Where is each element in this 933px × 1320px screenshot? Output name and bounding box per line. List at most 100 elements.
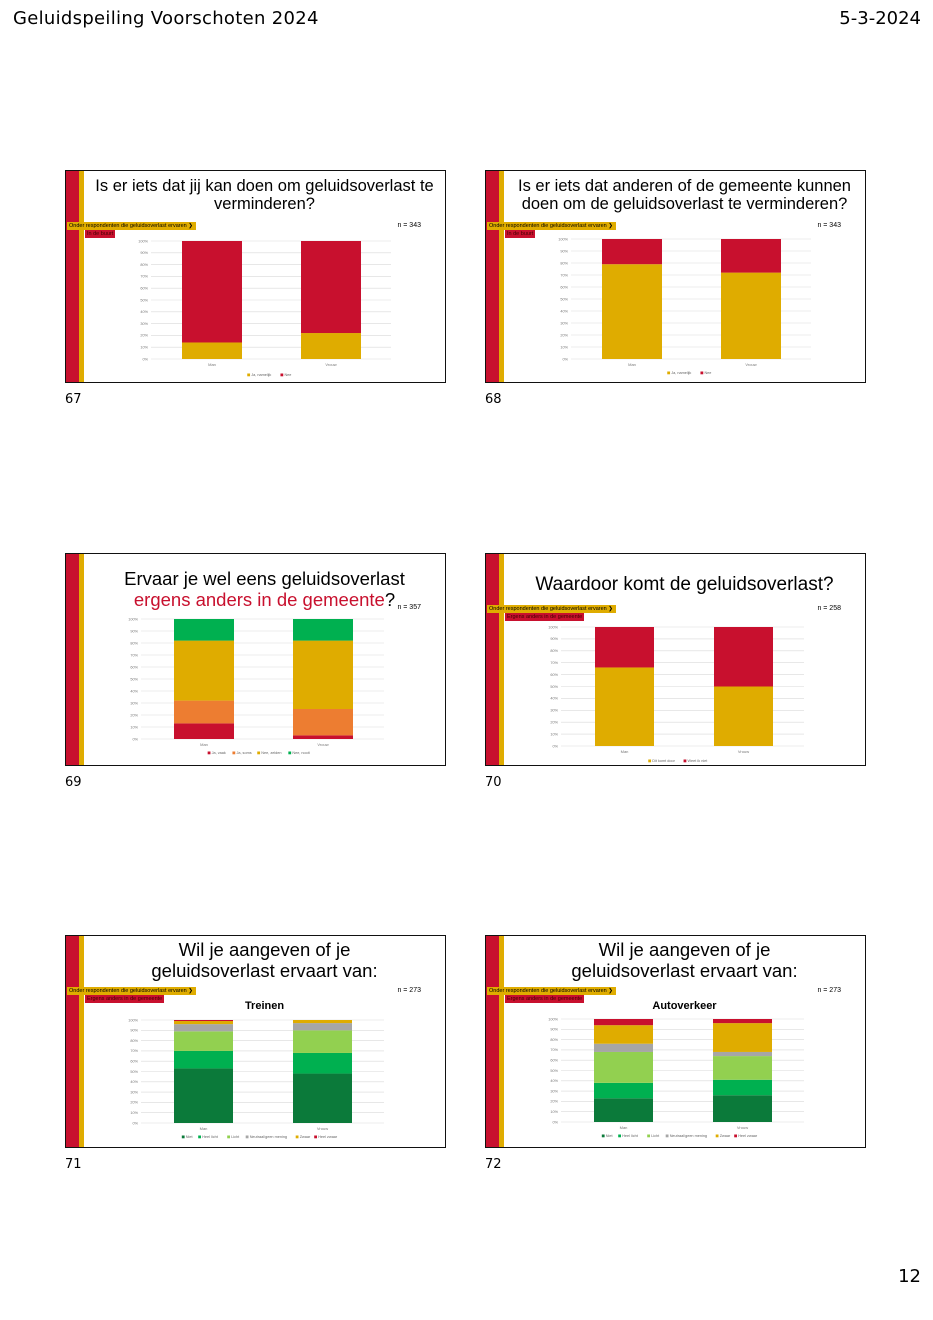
y-tick-label: 30% [130, 1090, 138, 1094]
x-category-label: Vrouw [325, 362, 336, 367]
y-tick-label: 20% [550, 721, 558, 725]
legend-swatch [181, 1135, 185, 1139]
y-tick-label: 50% [550, 1069, 558, 1073]
y-tick-label: 20% [130, 1101, 138, 1105]
y-tick-label: 50% [130, 677, 138, 681]
y-tick-label: 100% [128, 617, 138, 621]
y-tick-label: 60% [560, 285, 568, 289]
yellow-stripe [79, 936, 84, 1147]
legend-label: Niet [606, 1134, 614, 1138]
y-tick-label: 100% [548, 1017, 558, 1021]
title-line: ergens anders in de gemeente? [84, 588, 445, 611]
y-tick-label: 10% [130, 725, 138, 729]
legend-label: Heel licht [622, 1134, 639, 1138]
y-tick-label: 50% [130, 1070, 138, 1074]
legend-swatch [227, 1135, 230, 1139]
title-line: Waardoor komt de geluidsoverlast? [504, 574, 865, 595]
legend-label: Heel zwaar [318, 1135, 338, 1139]
legend-swatch [288, 751, 292, 755]
legend-swatch [601, 1134, 605, 1138]
bar-segment-vrouw-1 [721, 239, 781, 273]
title-line: geluidsoverlast ervaart van: [84, 960, 445, 982]
bar-segment-man-1 [174, 700, 234, 724]
chart-subtitle: Treinen [244, 1000, 285, 1012]
y-tick-label: 80% [550, 649, 558, 653]
yellow-stripe [79, 171, 84, 382]
bar-segment-man-0 [594, 1098, 653, 1122]
bar-segment-vrouw-1 [714, 627, 773, 687]
bar-segment-man-5 [174, 1020, 233, 1022]
legend-swatch [618, 1134, 621, 1138]
title-line: verminderen? [84, 195, 445, 213]
sample-size: n = 343 [397, 222, 421, 229]
y-tick-label: 100% [128, 1018, 138, 1022]
bar-segment-vrouw-2 [713, 1056, 772, 1080]
bar-segment-man-4 [174, 1021, 233, 1025]
y-tick-label: 10% [560, 345, 568, 349]
title-line-text: Is er iets dat anderen of de gemeente ku… [518, 177, 851, 195]
y-tick-label: 20% [130, 713, 138, 717]
bar-segment-vrouw-3 [713, 1051, 772, 1057]
slide-number: 68 [485, 392, 502, 407]
y-tick-label: 40% [140, 310, 148, 314]
bar-segment-vrouw-4 [293, 1020, 352, 1024]
sample-size: n = 357 [397, 604, 421, 611]
y-tick-label: 100% [548, 625, 558, 629]
y-tick-label: 0% [563, 357, 569, 361]
legend-label: Dit komt door [652, 759, 675, 763]
y-tick-label: 20% [560, 333, 568, 337]
y-tick-label: 90% [130, 1029, 138, 1033]
y-tick-label: 90% [550, 637, 558, 641]
y-tick-label: 40% [560, 309, 568, 313]
y-tick-label: 40% [550, 1079, 558, 1083]
slide-number: 69 [65, 775, 82, 790]
bar-segment-man-2 [174, 1031, 233, 1051]
bar-segment-man-3 [174, 619, 234, 641]
bar-segment-vrouw-5 [713, 1019, 772, 1024]
legend-label: Nee, zelden [261, 751, 281, 755]
legend-label: Nee [704, 371, 711, 375]
y-tick-label: 70% [130, 653, 138, 657]
legend-swatch [647, 1134, 650, 1138]
y-tick-label: 70% [140, 275, 148, 279]
title-line: Wil je aangeven of je [84, 939, 445, 961]
y-tick-label: 60% [130, 665, 138, 669]
legend-label: Heel zwaar [738, 1134, 758, 1138]
bar-segment-man-3 [594, 1043, 653, 1052]
bar-segment-vrouw-3 [293, 1023, 352, 1031]
bar-segment-man-1 [594, 1082, 653, 1099]
legend-label: Nee [284, 373, 291, 377]
legend-swatch [232, 751, 236, 755]
y-tick-label: 20% [550, 1100, 558, 1104]
legend-label: Niet [186, 1135, 194, 1139]
title-line: Ervaar je wel eens geluidsoverlast [84, 568, 445, 590]
y-tick-label: 70% [550, 661, 558, 665]
y-tick-label: 40% [550, 697, 558, 701]
legend-swatch [245, 1135, 249, 1139]
yellow-stripe [499, 171, 504, 382]
slide-title: Waardoor komt de geluidsoverlast? [504, 574, 865, 595]
title-suffix: ? [384, 588, 396, 610]
y-tick-label: 60% [550, 673, 558, 677]
x-category-label: Man [620, 1125, 628, 1130]
legend-swatch [314, 1135, 317, 1139]
legend-swatch [683, 759, 687, 763]
legend-swatch [280, 373, 284, 377]
slide-72: Wil je aangeven of je geluidsoverlast erv… [485, 935, 866, 1148]
bar-segment-man-4 [594, 1025, 653, 1044]
y-tick-label: 70% [550, 1048, 558, 1052]
bar-segment-vrouw-0 [293, 1073, 352, 1123]
legend-label: Ja, namelijk [251, 373, 271, 377]
slide-title: Ervaar je wel eens geluidsoverlast ergens… [84, 568, 445, 611]
legend-swatch [667, 371, 671, 375]
yellow-stripe [499, 554, 504, 765]
legend-label: Zwaar [300, 1135, 311, 1139]
y-tick-label: 100% [558, 237, 568, 241]
title-line-text: doen om de geluidsoverlast te vermindere… [521, 195, 848, 214]
yellow-stripe [499, 936, 504, 1147]
stacked-bar-chart: 0% 10% 20% 30% 40% 50% 60% 70% 80% 90% 100% Man Vrou… [558, 237, 811, 375]
stacked-bar-chart: 0% 10% 20% 30% 40% 50% 60% 70% 80% 90% 100% Man Vrou… [128, 1018, 384, 1139]
legend-label: Licht [651, 1134, 660, 1138]
bar-segment-vrouw-1 [293, 1052, 352, 1074]
bar-segment-man-5 [594, 1019, 653, 1026]
